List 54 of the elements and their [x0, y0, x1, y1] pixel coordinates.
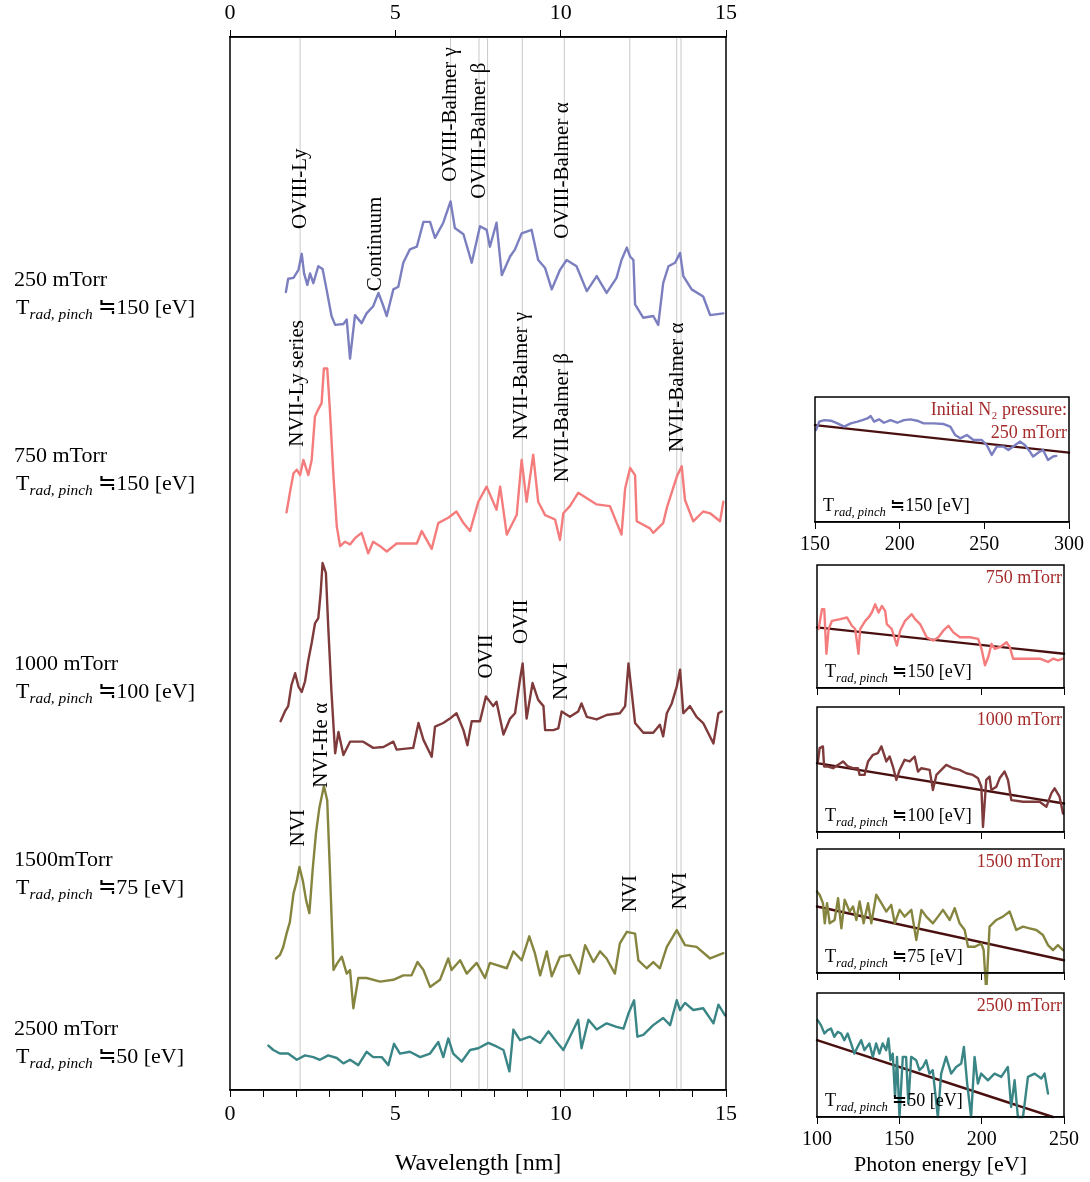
x-tick-label: 15 [715, 1099, 737, 1125]
annotation: NVII-Balmer α [663, 322, 688, 452]
annotation: NVII-Ly series [283, 320, 308, 447]
annotation: T$_{rad, pinch}$ ≒100 [eV] [825, 805, 972, 829]
x-tick-label: 10 [549, 1099, 572, 1125]
annotation: 250 mTorr [990, 422, 1067, 442]
x2-tick-label: 5 [389, 0, 401, 24]
annotation: T$_{rad, pinch}$ ≒150 [eV] [823, 495, 970, 519]
x-axis-title: Photon energy [eV] [853, 1150, 1028, 1176]
text: 750 mTorr [985, 567, 1062, 587]
annotation: OVII [473, 634, 498, 679]
x2-tick-label: 10 [549, 0, 572, 24]
text: 2500 mTorr [14, 1015, 119, 1040]
annotation: T$_{rad, pinch}$ ≒150 [eV] [825, 661, 972, 685]
annotation: OVIII-Ly [286, 147, 311, 229]
x-tick-label: 250 [1049, 1127, 1079, 1150]
text: T$_{rad, pinch}$ ≒150 [eV] [16, 470, 196, 499]
annotation: OVIII-Balmer γ [437, 47, 462, 182]
annotation: NVI [547, 662, 572, 700]
x-tick-label: 150 [800, 532, 830, 555]
annotation: OVII [508, 599, 533, 644]
annotation: NVI [666, 872, 691, 910]
annotation: NVI-He α [308, 702, 333, 788]
text: T$_{rad, pinch}$ ≒50 [eV] [16, 1043, 185, 1072]
annotation: NVI [616, 874, 641, 913]
text: 750 mTorr [14, 442, 108, 467]
x-tick-label: 100 [802, 1127, 832, 1150]
x2-tick-label: 0 [224, 0, 236, 24]
annotation: OVIII-Balmer α [549, 102, 574, 239]
text: T$_{rad, pinch}$ ≒150 [eV] [16, 294, 196, 323]
x-tick-label: 250 [969, 532, 1000, 555]
x-tick-label: 300 [1054, 532, 1084, 555]
annotation: Continuum [362, 196, 387, 292]
annotation: NVII-Balmer β [548, 353, 573, 483]
annotation: NVI [284, 809, 309, 847]
text: 1500mTorr [14, 846, 113, 871]
text: T$_{rad, pinch}$ ≒75 [eV] [16, 874, 185, 903]
text: 1500 mTorr [976, 851, 1062, 871]
annotation: T$_{rad, pinch}$ ≒75 [eV] [825, 946, 963, 970]
x2-tick-label: 15 [715, 0, 737, 24]
annotation: Initial N₂ pressure: [930, 399, 1067, 419]
annotation: NVII-Balmer γ [507, 311, 532, 440]
text: 1000 mTorr [976, 709, 1062, 729]
x-axis-title: Wavelength [nm] [394, 1148, 562, 1175]
x-tick-label: 5 [389, 1099, 401, 1125]
text: 1000 mTorr [14, 650, 119, 675]
x-tick-label: 150 [884, 1127, 915, 1150]
text: T$_{rad, pinch}$ ≒100 [eV] [16, 678, 196, 707]
text: 250 mTorr [14, 266, 108, 291]
text: 2500 mTorr [976, 995, 1062, 1015]
annotation: OVIII-Balmer β [465, 62, 490, 199]
x-tick-label: 0 [224, 1099, 236, 1125]
x-tick-label: 200 [884, 532, 915, 555]
x-tick-label: 200 [966, 1127, 997, 1150]
